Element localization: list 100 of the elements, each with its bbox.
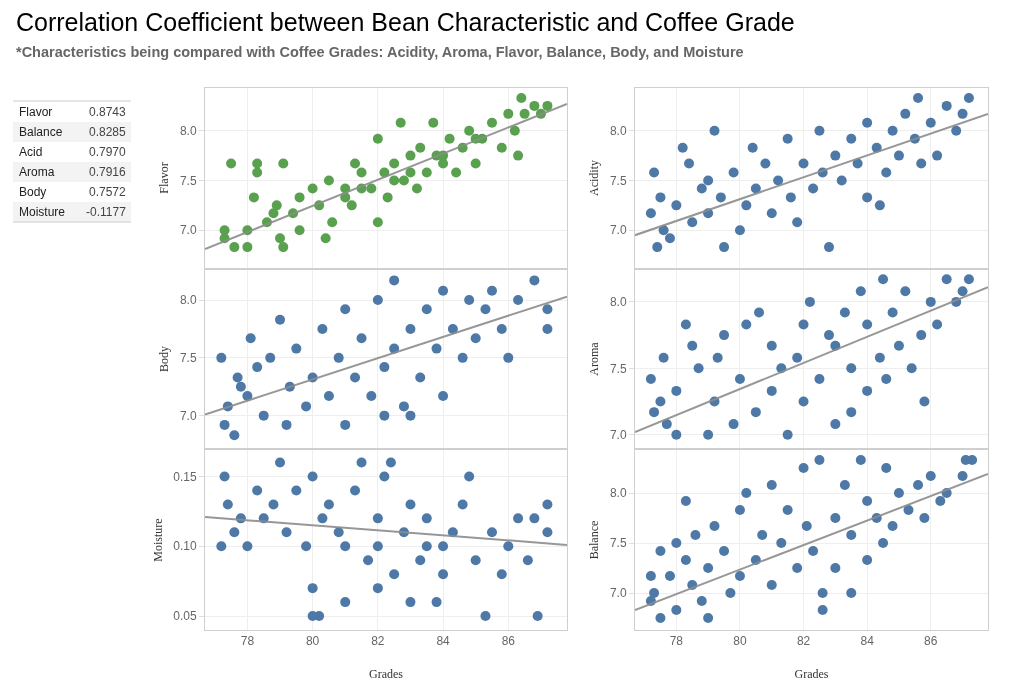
text: Aroma	[19, 165, 55, 179]
point	[671, 385, 682, 396]
y-tick-label: 8.0	[179, 123, 197, 138]
point	[684, 158, 695, 169]
point	[715, 192, 726, 203]
point	[814, 125, 825, 136]
point	[830, 150, 841, 161]
point	[817, 605, 828, 615]
point	[903, 505, 914, 515]
point	[703, 429, 714, 440]
point	[846, 133, 857, 144]
point	[317, 323, 328, 334]
point	[379, 362, 390, 373]
x-tick-label: 84	[436, 634, 451, 649]
point	[398, 401, 409, 412]
point	[839, 480, 850, 490]
point	[687, 340, 698, 351]
point	[687, 217, 698, 228]
point	[242, 541, 253, 552]
point	[846, 588, 857, 598]
point	[916, 158, 927, 169]
point	[782, 133, 793, 144]
point	[307, 471, 318, 482]
point	[830, 563, 841, 573]
x-tick-label: 82	[796, 634, 811, 649]
text: 0.7970	[89, 145, 127, 159]
point	[529, 513, 540, 524]
point	[808, 183, 819, 194]
text: Moisture	[19, 205, 66, 219]
point	[919, 396, 930, 407]
point	[314, 611, 325, 622]
point	[470, 555, 481, 566]
y-axis-title: Moisture	[150, 518, 165, 562]
point	[846, 363, 857, 374]
y-tick-label: 8.0	[609, 123, 627, 138]
text: *Characteristics being compared with Coffee Grades: Acidity, Aroma, Flavor, Balance, Body, and Moisture	[16, 44, 744, 60]
x-tick-label: 78	[669, 634, 684, 649]
point	[340, 419, 351, 430]
point	[677, 142, 688, 153]
point	[323, 499, 334, 510]
point	[830, 513, 841, 523]
point	[356, 333, 367, 344]
y-tick-label: 7.5	[179, 173, 197, 188]
point	[333, 352, 344, 363]
point	[542, 499, 553, 510]
point	[658, 225, 669, 236]
point	[655, 192, 666, 203]
point	[235, 381, 246, 392]
y-tick-label: 7.0	[609, 586, 627, 601]
point	[389, 275, 400, 286]
point	[693, 363, 704, 374]
point	[932, 150, 943, 161]
point	[658, 352, 669, 363]
point	[925, 296, 936, 307]
point	[464, 295, 475, 306]
point	[963, 92, 974, 103]
point	[542, 323, 553, 334]
point	[421, 304, 432, 315]
point	[265, 352, 276, 363]
x-axis-title: Grades	[369, 667, 404, 682]
point	[522, 555, 533, 566]
x-tick-label: 82	[371, 634, 385, 649]
y-axis-title: Balance	[587, 520, 602, 560]
point	[671, 605, 682, 615]
point	[275, 457, 286, 468]
point	[652, 242, 663, 253]
point	[754, 307, 765, 318]
point	[836, 175, 847, 186]
point	[389, 569, 400, 580]
x-tick-label: 86	[924, 634, 938, 649]
point	[415, 372, 426, 383]
point	[447, 323, 458, 334]
point	[925, 117, 936, 128]
point	[951, 125, 962, 136]
point	[798, 396, 809, 407]
text: Correlation Coefficient between Bean Characteristic and Coffee Grade	[16, 8, 795, 36]
y-tick-label: 7.5	[609, 361, 627, 376]
point	[415, 555, 426, 566]
point	[438, 569, 449, 580]
point	[862, 555, 873, 565]
point	[216, 541, 227, 552]
point	[709, 125, 720, 136]
x-tick-label: 86	[501, 634, 516, 649]
point	[291, 485, 302, 496]
point	[814, 455, 825, 465]
point	[906, 363, 917, 374]
point	[941, 100, 952, 111]
point	[823, 242, 834, 253]
y-axis-title: Acidity	[587, 160, 602, 196]
point	[893, 340, 904, 351]
point	[734, 505, 745, 515]
point	[785, 192, 796, 203]
point	[776, 538, 787, 548]
point	[728, 167, 739, 178]
y-tick-label: 7.0	[609, 223, 627, 238]
point	[925, 471, 936, 481]
point	[333, 527, 344, 538]
point	[766, 340, 777, 351]
point	[760, 158, 771, 169]
point	[431, 597, 442, 608]
